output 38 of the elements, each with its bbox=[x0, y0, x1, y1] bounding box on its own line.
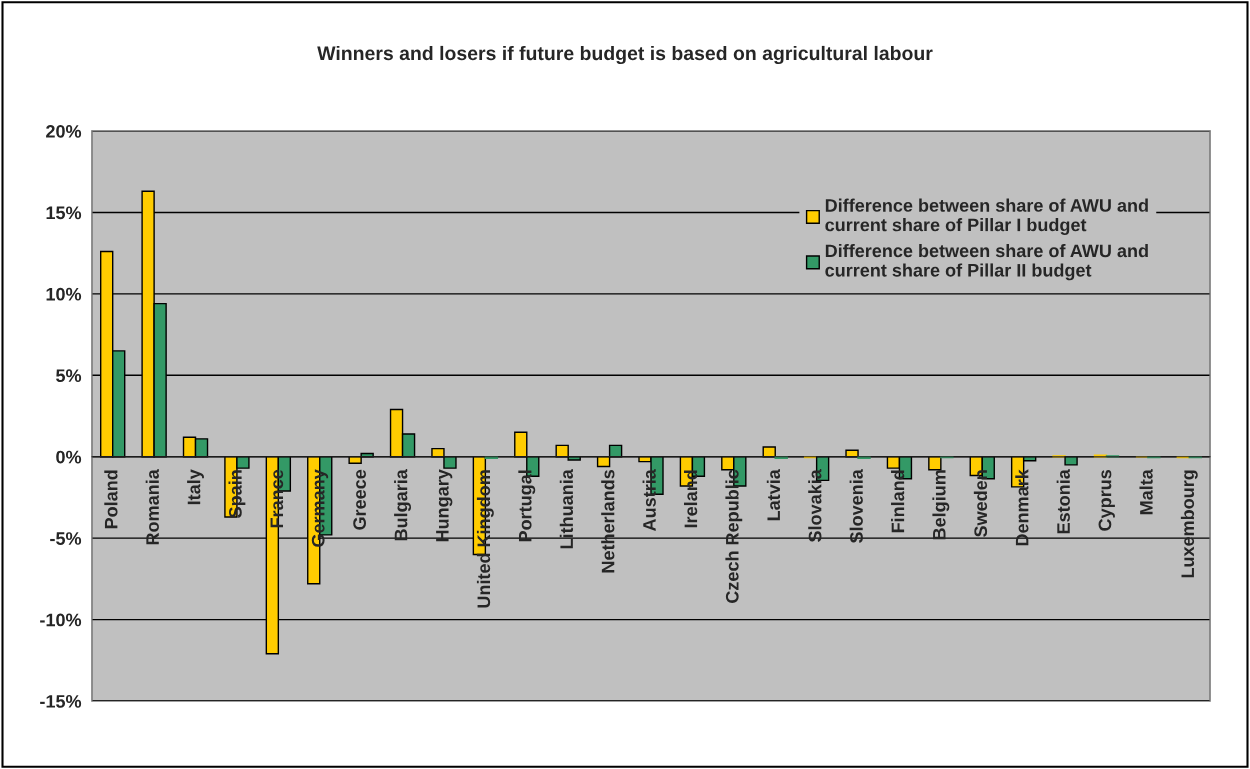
y-tick-label: -10% bbox=[40, 613, 82, 627]
legend-label: Difference between share of AWU and current share of Pillar II budget bbox=[825, 243, 1148, 281]
x-tick-label: France bbox=[270, 469, 284, 528]
x-tick-label: Czech Republic bbox=[725, 469, 743, 603]
y-tick-label: 15% bbox=[46, 206, 82, 220]
x-tick-label: Italy bbox=[187, 469, 204, 505]
x-tick-label: Cyprus bbox=[1098, 469, 1115, 531]
x-tick-label: Austria bbox=[642, 469, 656, 531]
x-tick-label: Slovenia bbox=[849, 469, 863, 543]
x-tick-label: Greece bbox=[353, 469, 366, 530]
y-tick-label: 5% bbox=[56, 369, 82, 383]
x-tick-label: Malta bbox=[1139, 469, 1153, 515]
x-tick-label: Germany bbox=[311, 469, 329, 547]
x-tick-label: Hungary bbox=[436, 469, 453, 542]
x-tick-label: Netherlands bbox=[601, 469, 615, 573]
x-tick-label: Bulgaria bbox=[394, 469, 412, 541]
x-tick-label: Slovakia bbox=[808, 469, 822, 542]
legend-label: Difference between share of AWU and current share of Pillar I budget bbox=[825, 198, 1148, 235]
x-tick-label: Poland bbox=[104, 470, 118, 529]
x-tick-label: Denmark bbox=[1015, 469, 1029, 546]
x-tick-label: Latvia bbox=[766, 469, 781, 521]
x-tick-label: Romania bbox=[145, 469, 159, 545]
x-tick-label: Belgium bbox=[932, 470, 950, 540]
y-tick-label: 0% bbox=[56, 450, 82, 464]
x-tick-label: Estonia bbox=[1056, 469, 1070, 534]
x-tick-label: Portugal bbox=[518, 470, 536, 542]
y-tick-label: -15% bbox=[40, 695, 82, 708]
y-tick-label: 10% bbox=[46, 287, 82, 301]
y-tick-label: -5% bbox=[50, 532, 82, 545]
x-tick-label: Finland bbox=[891, 470, 905, 533]
x-tick-label: Sweden bbox=[973, 470, 988, 537]
x-tick-label: United Kingdom bbox=[476, 470, 494, 608]
chart-title: Winners and losers if future budget is based on agricultural labour bbox=[317, 45, 933, 65]
y-tick-label: 20% bbox=[46, 124, 82, 138]
x-tick-label: Ireland bbox=[683, 470, 698, 528]
x-tick-label: Lithuania bbox=[559, 469, 574, 549]
x-tick-label: Luxembourg bbox=[1180, 470, 1198, 578]
x-tick-label: Spain bbox=[228, 470, 246, 518]
